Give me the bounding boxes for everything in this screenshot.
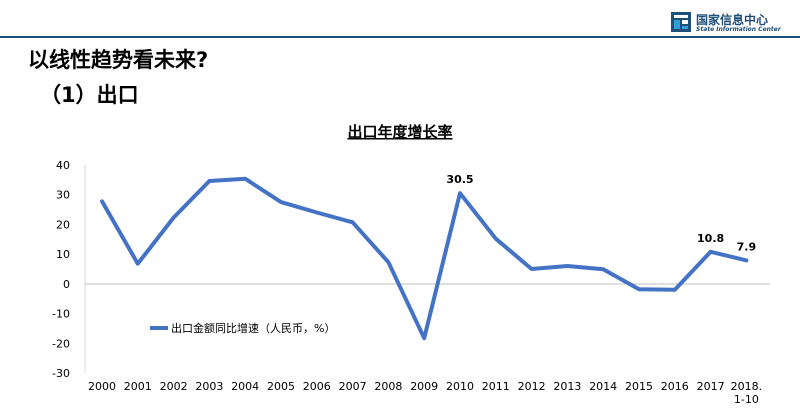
chart-data-label: 7.9 (737, 240, 757, 253)
chart-x-tick-label: 2006 (303, 380, 331, 393)
org-logo-icon (671, 12, 691, 32)
chart-x-tick-label: 2002 (160, 380, 188, 393)
chart-y-tick-labels: 40 30 20 10 0 -10 -20 -30 (52, 159, 70, 380)
chart-x-tick-label: 2000 (88, 380, 116, 393)
chart-y-tick-label: -20 (52, 337, 70, 350)
chart-x-tick-label: 2018. 1-10 (731, 380, 763, 406)
chart-data-label: 10.8 (697, 232, 724, 245)
chart-x-tick-label: 2015 (625, 380, 653, 393)
chart-data-label: 30.5 (446, 173, 473, 186)
chart-y-tick-label: -10 (52, 308, 70, 321)
chart-title: 出口年度增长率 (347, 123, 452, 141)
chart-y-tick-label: 0 (63, 278, 70, 291)
chart-x-tick-label: 2017 (697, 380, 725, 393)
chart-y-tick-label: -30 (52, 367, 70, 380)
chart-x-tick-label: 2016 (661, 380, 689, 393)
section-title: （1）出口 (40, 83, 139, 107)
header-divider (0, 36, 800, 38)
chart-legend-label: 出口金额同比增速（人民币，%） (171, 321, 335, 335)
chart-x-tick-label: 2008 (374, 380, 402, 393)
chart-x-tick-labels: 2000 2001 2002 2003 2004 2005 2006 2007 2008 2009… (88, 380, 762, 406)
chart-x-tick-label: 2007 (339, 380, 367, 393)
chart-x-tick-label: 2010 (446, 380, 474, 393)
chart-x-tick-label: 2013 (553, 380, 581, 393)
chart-y-tick-label: 10 (56, 248, 70, 261)
chart-x-tick-label: 2014 (589, 380, 617, 393)
chart-x-tick-label: 2011 (482, 380, 510, 393)
chart-data-labels: 30.5 10.8 7.9 (446, 173, 756, 253)
chart-y-tick-label: 40 (56, 159, 70, 172)
org-name-cn: 国家信息中心 (696, 13, 769, 27)
chart-x-tick-label: 2012 (518, 380, 546, 393)
chart-y-tick-label: 20 (56, 218, 70, 231)
chart-legend: 出口金额同比增速（人民币，%） (150, 321, 335, 335)
chart-x-tick-label: 2009 (410, 380, 438, 393)
chart-series-line (100, 176, 749, 341)
chart-y-tick-label: 30 (56, 189, 70, 202)
org-logo: 国家信息中心 State Information Center (670, 9, 794, 37)
chart-x-tick-label: 2004 (231, 380, 259, 393)
page-title: 以线性趋势看未来? (28, 48, 209, 72)
org-name-en: State Information Center (696, 26, 781, 33)
chart-x-tick-label: 2005 (267, 380, 295, 393)
chart-x-tick-label: 2001 (124, 380, 152, 393)
chart-x-tick-label: 2003 (195, 380, 223, 393)
